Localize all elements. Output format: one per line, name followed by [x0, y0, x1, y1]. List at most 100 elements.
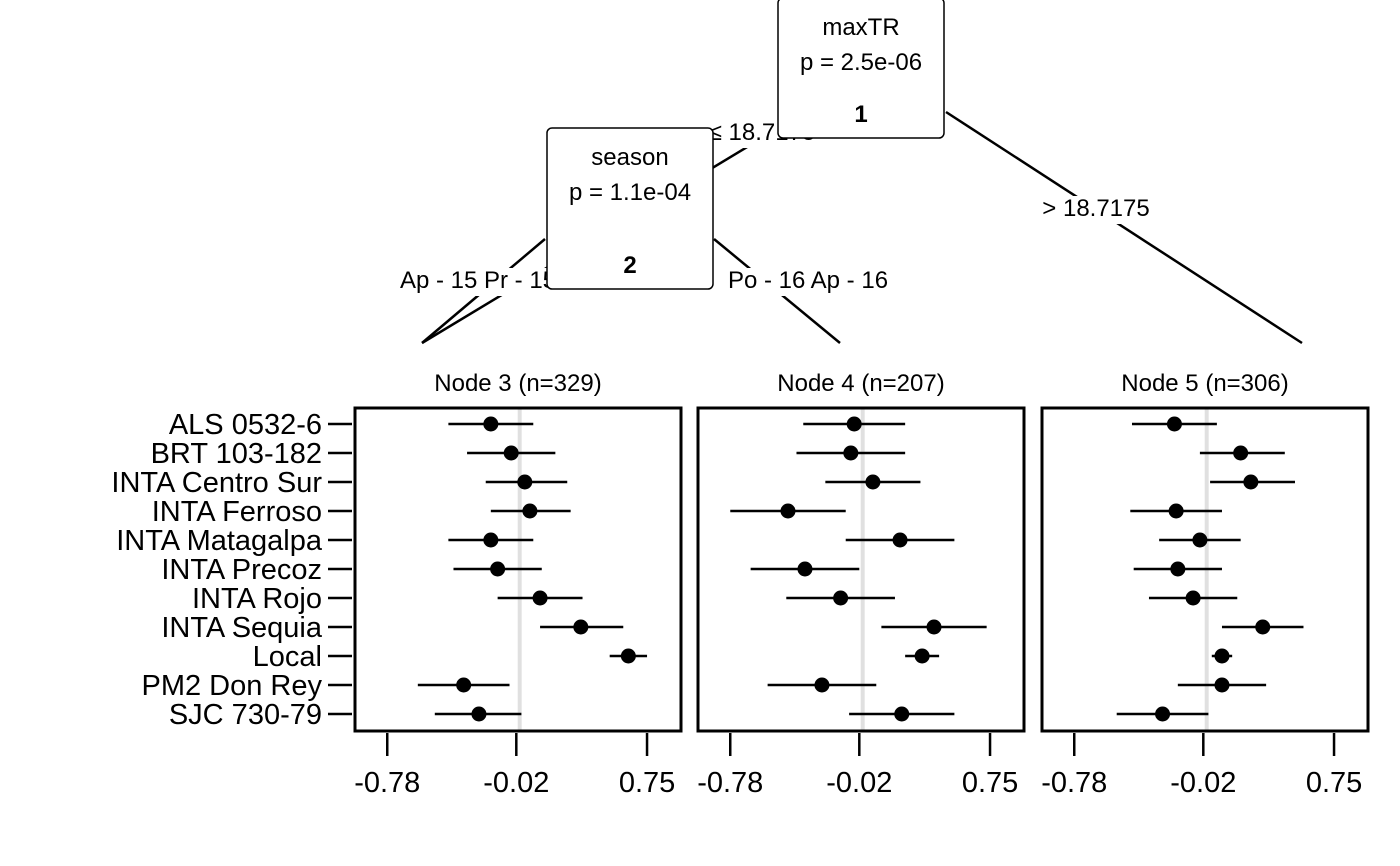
- x-axis: -0.78 -0.02 0.75: [1041, 733, 1362, 799]
- forest-row-5: [845, 532, 955, 548]
- forest-row-10: [767, 677, 877, 693]
- forest-row-11: [849, 706, 955, 722]
- point-estimate: [532, 590, 548, 606]
- tree-node-box: [546, 127, 714, 290]
- forest-row-7: [786, 590, 895, 606]
- point-estimate: [620, 648, 636, 664]
- edge-label-background: [712, 268, 904, 296]
- x-tick-label: -0.02: [826, 767, 892, 799]
- point-estimate: [914, 648, 930, 664]
- forest-row-8: [540, 619, 624, 635]
- tree-node-p-value: p = 1.1e-04: [569, 179, 691, 206]
- forest-row-7: [1148, 590, 1238, 606]
- point-estimate: [1170, 561, 1186, 577]
- point-estimate: [1214, 677, 1230, 693]
- tree-inner-nodes: maxTR p = 2.5e-06 1 season p = 1.1e-04 2: [546, 0, 945, 290]
- x-tick-label: -0.02: [483, 767, 549, 799]
- forest-row-2: [467, 445, 556, 461]
- y-tick-label: BRT 103-182: [151, 438, 322, 470]
- forest-row-1: [803, 416, 906, 432]
- forest-row-2: [796, 445, 906, 461]
- y-tick-label: ALS 0532-6: [169, 409, 322, 441]
- tree-node-variable: maxTR: [822, 14, 899, 41]
- forest-row-1: [448, 416, 534, 432]
- forest-row-10: [1177, 677, 1267, 693]
- edge-label-text: > 18.7175: [1042, 195, 1149, 222]
- tree-node-2: season p = 1.1e-04 2: [546, 127, 714, 290]
- forest-row-10: [417, 677, 510, 693]
- point-estimate: [1233, 445, 1249, 461]
- forest-row-4: [1130, 503, 1222, 519]
- x-tick-label: 0.75: [1306, 767, 1362, 799]
- point-estimate: [483, 416, 499, 432]
- forest-row-7: [497, 590, 583, 606]
- point-estimate: [846, 416, 862, 432]
- panel-node-3: Node 3 (n=329) -0.78 -0.02 0.75: [353, 370, 683, 799]
- point-estimate: [892, 532, 908, 548]
- point-estimate: [780, 503, 796, 519]
- x-tick-label: -0.78: [354, 767, 420, 799]
- point-estimate: [517, 474, 533, 490]
- y-tick-label: INTA Ferroso: [152, 496, 322, 528]
- forest-row-3: [825, 474, 921, 490]
- x-tick-label: -0.78: [697, 767, 763, 799]
- tree-node-id: 1: [854, 101, 867, 128]
- edge-label-text: Po - 16 Ap - 16: [728, 267, 888, 294]
- x-axis: -0.78 -0.02 0.75: [697, 733, 1018, 799]
- point-estimate: [1185, 590, 1201, 606]
- point-estimate: [1243, 474, 1259, 490]
- edge-label-2-4: Po - 16 Ap - 16: [712, 267, 904, 296]
- x-tick-label: -0.02: [1170, 767, 1236, 799]
- point-estimate: [926, 619, 942, 635]
- tree-edge-1-5: [945, 110, 1303, 345]
- x-tick-label: 0.75: [962, 767, 1018, 799]
- point-estimate: [833, 590, 849, 606]
- point-estimate: [1155, 706, 1171, 722]
- point-estimate: [843, 445, 859, 461]
- forest-row-9: [609, 648, 648, 664]
- x-tick-label: -0.78: [1041, 767, 1107, 799]
- point-estimate: [1166, 416, 1182, 432]
- panel-node-5: Node 5 (n=306) -0.78 -0.02 0.75: [1040, 370, 1370, 799]
- y-tick-label: INTA Rojo: [192, 583, 322, 615]
- point-estimate: [894, 706, 910, 722]
- point-estimate: [814, 677, 830, 693]
- edge-label-1-5: > 18.7175: [1031, 195, 1161, 224]
- forest-row-11: [434, 706, 522, 722]
- panel-frame: [1040, 406, 1370, 733]
- point-estimate: [503, 445, 519, 461]
- point-estimate: [865, 474, 881, 490]
- forest-row-3: [485, 474, 568, 490]
- point-estimate: [490, 561, 506, 577]
- point-estimate: [573, 619, 589, 635]
- forest-row-4: [730, 503, 846, 519]
- forest-row-3: [1210, 474, 1295, 490]
- point-estimate: [1255, 619, 1271, 635]
- edge-label-background: [1031, 196, 1161, 224]
- tree-node-box: [777, 0, 945, 139]
- point-estimate: [456, 677, 472, 693]
- panel-node-4: Node 4 (n=207) -0.78 -0.02 0.75: [696, 370, 1026, 799]
- point-estimate: [797, 561, 813, 577]
- forest-row-6: [453, 561, 542, 577]
- y-tick-label: Local: [253, 641, 322, 673]
- panel-title: Node 3 (n=329): [434, 370, 601, 397]
- forest-row-9: [905, 648, 940, 664]
- forest-row-8: [1221, 619, 1304, 635]
- forest-row-5: [448, 532, 534, 548]
- point-estimate: [471, 706, 487, 722]
- point-estimate: [1214, 648, 1230, 664]
- forest-row-9: [1211, 648, 1233, 664]
- forest-row-8: [881, 619, 987, 635]
- y-tick-label: PM2 Don Rey: [141, 670, 322, 702]
- y-tick-label: INTA Matagalpa: [116, 525, 323, 557]
- forest-row-1: [1131, 416, 1217, 432]
- point-estimate: [1192, 532, 1208, 548]
- y-tick-label: INTA Precoz: [161, 554, 322, 586]
- point-estimate: [483, 532, 499, 548]
- forest-row-4: [490, 503, 571, 519]
